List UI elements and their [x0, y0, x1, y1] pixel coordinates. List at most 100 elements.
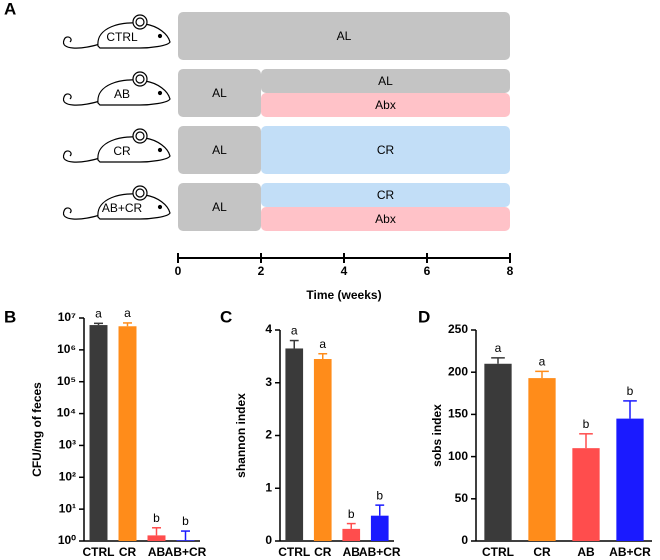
segment-label: AL	[337, 29, 352, 43]
segment-label: CR	[377, 188, 395, 202]
bar	[285, 348, 304, 541]
panel-label: D	[418, 307, 430, 326]
mouse-eye	[157, 147, 163, 153]
significance-letter: b	[376, 488, 383, 502]
significance-letter: a	[495, 341, 502, 355]
y-tick-label: 2	[265, 428, 272, 442]
mouse-icon	[62, 71, 171, 106]
bar	[528, 378, 556, 541]
bar	[484, 363, 512, 541]
y-tick-label: 10²	[59, 469, 76, 483]
significance-letter: a	[124, 306, 131, 320]
x-tick-label: CTRL	[278, 545, 310, 559]
y-tick-label: 10⁶	[57, 342, 76, 356]
diet-segment	[261, 207, 510, 231]
segment-label: Abx	[375, 212, 396, 226]
x-tick-label: AB+CR	[609, 545, 651, 559]
significance-letter: b	[182, 514, 189, 528]
diet-segment	[178, 183, 261, 231]
y-tick-label: 100	[448, 449, 468, 463]
y-axis-label: shannon index	[234, 393, 248, 478]
diet-segment	[178, 126, 261, 174]
segment-label: AL	[212, 143, 227, 157]
mouse-tail	[62, 36, 101, 49]
y-tick-label: 0	[461, 533, 468, 547]
mouse-icon	[62, 14, 171, 49]
x-tick-label: CR	[533, 545, 551, 559]
y-tick-label: 1	[265, 480, 272, 494]
x-tick-label: 2	[258, 264, 265, 278]
bar	[147, 535, 166, 541]
bar	[313, 359, 332, 541]
y-tick-label: 10⁰	[58, 533, 76, 547]
mouse-eye	[157, 204, 163, 210]
segment-label: AL	[212, 200, 227, 214]
bar	[616, 418, 644, 541]
significance-letter: a	[539, 355, 546, 369]
x-axis-label: Time (weeks)	[306, 288, 381, 302]
panel-label: B	[4, 307, 16, 326]
segment-label: CR	[377, 143, 395, 157]
y-tick-label: 150	[448, 407, 468, 421]
y-tick-label: 250	[448, 322, 468, 336]
segment-label: AL	[212, 86, 227, 100]
panel-label: A	[4, 0, 16, 18]
bar	[572, 448, 600, 541]
x-tick-label: AB	[148, 545, 166, 559]
mouse-tail	[62, 207, 101, 220]
mouse-body	[97, 79, 171, 106]
diet-segment	[178, 69, 261, 117]
y-axis-label: CFU/mg of feces	[30, 382, 44, 477]
y-tick-label: 4	[265, 322, 272, 336]
y-tick-label: 10¹	[59, 501, 76, 515]
x-tick-label: 4	[341, 264, 348, 278]
mouse-icon	[62, 128, 171, 163]
diet-segment	[261, 93, 510, 117]
x-tick-label: CR	[314, 545, 332, 559]
significance-letter: b	[627, 384, 634, 398]
y-tick-label: 0	[265, 533, 272, 547]
x-tick-label: AB	[343, 545, 361, 559]
x-tick-label: AB+CR	[359, 545, 401, 559]
diet-segment	[261, 126, 510, 174]
mouse-ear	[135, 188, 145, 198]
bar	[342, 528, 361, 541]
x-tick-label: 6	[424, 264, 431, 278]
significance-letter: a	[291, 324, 298, 338]
mouse-tail	[62, 93, 101, 106]
group-label: CR	[113, 144, 131, 158]
bar	[89, 325, 108, 541]
x-tick-label: CTRL	[83, 545, 115, 559]
mouse-body	[97, 22, 171, 49]
significance-letter: b	[583, 417, 590, 431]
mouse-ear	[135, 17, 145, 27]
mouse-ear	[135, 131, 145, 141]
panel-label: C	[220, 307, 232, 326]
significance-letter: b	[153, 511, 160, 525]
diet-segment	[261, 183, 510, 207]
x-tick-label: 0	[175, 264, 182, 278]
y-tick-label: 10³	[59, 438, 76, 452]
y-tick-label: 50	[455, 491, 469, 505]
mouse-ear	[135, 74, 145, 84]
segment-label: Abx	[375, 98, 396, 112]
x-tick-label: CTRL	[482, 545, 514, 559]
bar	[118, 326, 137, 541]
diet-segment	[261, 69, 510, 93]
x-tick-label: CR	[119, 545, 137, 559]
y-tick-label: 200	[448, 364, 468, 378]
mouse-body	[97, 193, 171, 220]
mouse-body	[97, 136, 171, 163]
mouse-eye	[157, 33, 163, 39]
group-label: CTRL	[106, 30, 138, 44]
significance-letter: b	[348, 507, 355, 521]
mouse-tail	[62, 150, 101, 163]
mouse-icon	[62, 185, 171, 220]
mouse-eye	[157, 90, 163, 96]
y-tick-label: 10⁵	[57, 374, 76, 388]
bar	[370, 515, 389, 541]
x-tick-label: AB+CR	[165, 545, 207, 559]
segment-label: AL	[378, 74, 393, 88]
y-tick-label: 10⁷	[58, 310, 76, 324]
